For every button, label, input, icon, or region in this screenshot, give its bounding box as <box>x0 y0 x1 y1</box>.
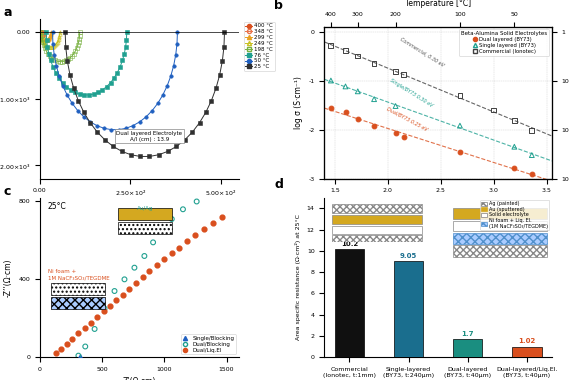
Point <box>341 47 350 53</box>
Bar <box>453 339 483 357</box>
Point <box>455 92 464 98</box>
Text: 9.05: 9.05 <box>400 253 417 259</box>
Point <box>140 253 149 259</box>
Point <box>327 78 336 84</box>
Point <box>86 320 96 326</box>
Point <box>75 353 84 359</box>
Point <box>138 274 147 280</box>
Point <box>399 134 409 140</box>
Text: Ni foam +
1M NaCF₃SO₃/TEGDME: Ni foam + 1M NaCF₃SO₃/TEGDME <box>48 269 109 280</box>
Text: 1.7: 1.7 <box>461 331 474 337</box>
Text: 1.02: 1.02 <box>518 339 535 344</box>
Text: a: a <box>4 6 13 19</box>
Point <box>100 308 109 314</box>
Y-axis label: Area specific resistance (Ω·cm²) at 25°C: Area specific resistance (Ω·cm²) at 25°C <box>295 214 301 340</box>
Point <box>191 232 200 238</box>
Point <box>217 214 226 220</box>
Y-axis label: -Z’’(Ω·cm): -Z’’(Ω·cm) <box>4 258 13 297</box>
Bar <box>335 249 364 357</box>
Point <box>341 109 350 116</box>
Point <box>527 128 537 134</box>
Text: Single/BY73 0.30 eV: Single/BY73 0.30 eV <box>389 78 434 109</box>
Point <box>369 123 378 129</box>
Legend: Ag (painted), Au (sputtered), Solid electrolyte, Ni foam + Liq. El.
(1M NaCF₃SO₃: Ag (painted), Au (sputtered), Solid elec… <box>480 200 550 230</box>
Point <box>110 288 119 294</box>
Point <box>510 144 519 150</box>
Text: b: b <box>274 0 283 12</box>
Point <box>120 276 129 282</box>
Bar <box>512 347 542 357</box>
Point <box>327 105 336 111</box>
Point <box>112 297 121 303</box>
Text: Dual/BY73 0.25 eV: Dual/BY73 0.25 eV <box>386 106 428 132</box>
Point <box>74 353 83 359</box>
Point <box>93 314 102 320</box>
Point <box>118 291 127 298</box>
Point <box>489 107 498 113</box>
Point <box>74 331 83 337</box>
X-axis label: Z’(Ω·cm): Z’(Ω·cm) <box>123 203 156 212</box>
Point <box>510 118 519 124</box>
Point <box>100 306 109 312</box>
Point <box>81 344 90 350</box>
Text: d: d <box>274 179 283 192</box>
Legend: Single/Blocking, Dual/Blocking, Dual/Liq.El: Single/Blocking, Dual/Blocking, Dual/Liq… <box>181 334 236 355</box>
Point <box>455 123 464 129</box>
Text: 10.2: 10.2 <box>341 241 358 247</box>
Point <box>369 60 378 66</box>
Text: Dual layered Electrolyte
A/l (cm) : 13.9: Dual layered Electrolyte A/l (cm) : 13.9 <box>117 131 182 141</box>
Point <box>167 216 176 222</box>
X-axis label: Z’(Ω·cm): Z’(Ω·cm) <box>123 377 156 380</box>
Bar <box>394 261 423 357</box>
Legend: Dual layered (BY73), Single layered (BY73), Commercial (Ionotec): Dual layered (BY73), Single layered (BY7… <box>459 29 549 56</box>
Point <box>175 245 184 251</box>
Point <box>156 228 165 234</box>
Point <box>527 171 537 177</box>
Text: 25°C: 25°C <box>48 203 67 211</box>
Point <box>327 42 336 48</box>
Point <box>353 53 362 59</box>
Point <box>62 341 71 347</box>
Point <box>51 350 60 356</box>
X-axis label: Temperature [°C]: Temperature [°C] <box>405 0 471 8</box>
Point <box>90 326 99 332</box>
Point <box>208 220 217 226</box>
Point <box>455 149 464 155</box>
Point <box>200 226 209 232</box>
Point <box>131 280 140 286</box>
Point <box>179 206 188 212</box>
Point <box>152 262 162 268</box>
Point <box>399 71 409 78</box>
Point <box>510 165 519 171</box>
Point <box>353 116 362 122</box>
X-axis label: 1000/T (K⁻¹): 1000/T (K⁻¹) <box>415 199 461 208</box>
Point <box>145 268 154 274</box>
Point <box>369 96 378 102</box>
Point <box>353 88 362 94</box>
Point <box>167 250 176 256</box>
Point <box>341 83 350 89</box>
Point <box>130 264 139 271</box>
Point <box>160 256 169 263</box>
Text: Commercial, 0.30 eV: Commercial, 0.30 eV <box>399 36 444 68</box>
Point <box>183 238 192 244</box>
Point <box>68 336 77 342</box>
Point <box>391 69 400 75</box>
Point <box>106 302 115 309</box>
Text: c: c <box>4 185 11 198</box>
Point <box>391 103 400 109</box>
Legend: 400 °C, 348 °C, 299 °C, 249 °C, 198 °C, 76 °C, 50 °C, 25 °C: 400 °C, 348 °C, 299 °C, 249 °C, 198 °C, … <box>244 22 275 71</box>
Point <box>80 325 89 331</box>
Point <box>527 152 537 158</box>
Point <box>192 198 201 204</box>
Point <box>149 239 158 245</box>
Y-axis label: log σ (S·cm⁻¹): log σ (S·cm⁻¹) <box>294 76 303 129</box>
Point <box>124 286 133 292</box>
Point <box>56 346 65 352</box>
Point <box>391 130 400 136</box>
